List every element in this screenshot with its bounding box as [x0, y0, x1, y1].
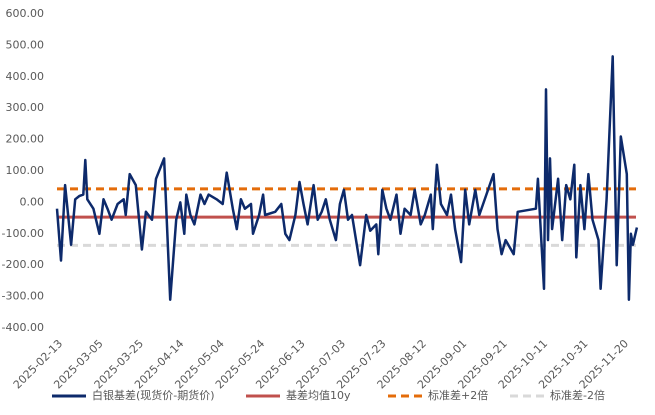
legend-label: 基差均值10y	[286, 388, 351, 402]
y-tick-label: -100.00	[2, 227, 44, 240]
y-tick-label: 0.00	[20, 195, 45, 208]
legend-label: 标准差-2倍	[550, 388, 605, 402]
y-tick-label: 100.00	[6, 164, 45, 177]
y-tick-label: -200.00	[2, 258, 44, 271]
y-tick-label: 400.00	[6, 70, 45, 83]
y-tick-label: 200.00	[6, 133, 45, 146]
legend-label: 标准差+2倍	[428, 388, 488, 402]
legend-label: 白银基差(现货价-期货价)	[92, 388, 215, 402]
y-tick-label: -300.00	[2, 290, 44, 303]
data-line	[55, 55, 639, 301]
y-tick-label: 500.00	[6, 38, 45, 51]
y-tick-label: 600.00	[6, 7, 45, 20]
y-tick-label: -400.00	[2, 321, 44, 334]
y-tick-label: 300.00	[6, 101, 45, 114]
